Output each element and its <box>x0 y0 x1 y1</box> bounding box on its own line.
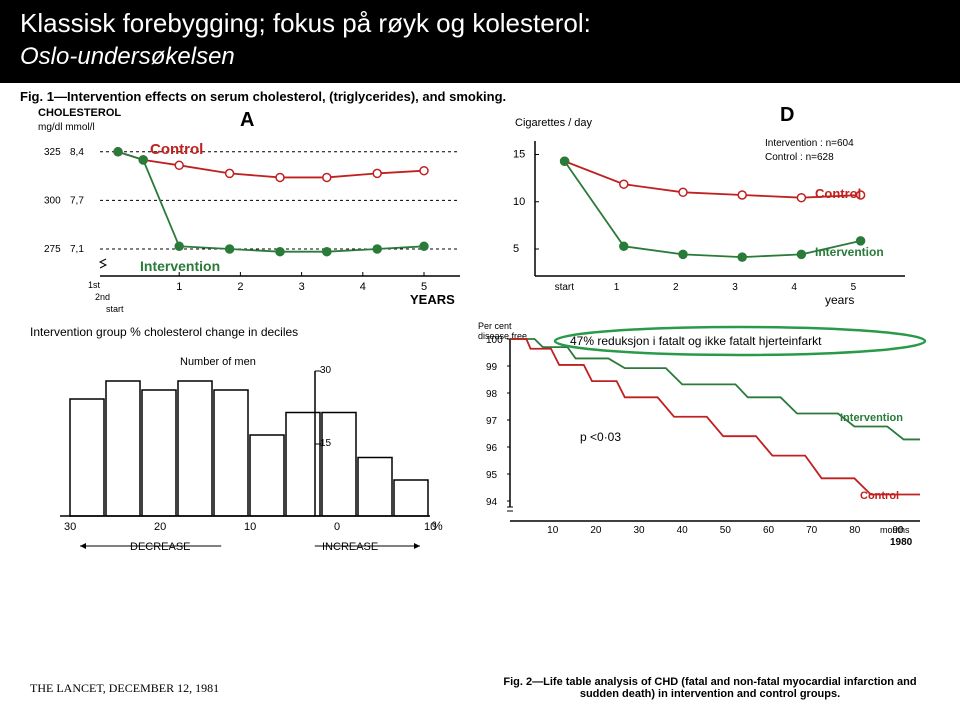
svg-text:47% reduksjon i fatalt og ikke: 47% reduksjon i fatalt og ikke fatalt hj… <box>570 334 822 348</box>
svg-text:1980: 1980 <box>890 537 913 548</box>
svg-text:mg/dl mmol/l: mg/dl mmol/l <box>38 122 95 133</box>
svg-text:DECREASE: DECREASE <box>130 541 191 553</box>
svg-text:10: 10 <box>547 525 559 536</box>
svg-text:years: years <box>825 293 854 307</box>
svg-text:20: 20 <box>590 525 602 536</box>
svg-text:1: 1 <box>176 281 182 293</box>
svg-text:Intervention: Intervention <box>815 245 884 259</box>
svg-text:A: A <box>240 109 254 131</box>
svg-text:7,7: 7,7 <box>70 195 84 206</box>
svg-text:YEARS: YEARS <box>410 292 455 307</box>
svg-text:Number of men: Number of men <box>180 356 256 368</box>
svg-text:Per cent: Per cent <box>478 321 512 331</box>
svg-text:300: 300 <box>44 195 61 206</box>
svg-text:Control: Control <box>815 186 861 201</box>
svg-text:Control: Control <box>150 141 203 158</box>
svg-text:Cigarettes / day: Cigarettes / day <box>515 117 593 129</box>
svg-text:0: 0 <box>334 521 340 533</box>
svg-text:Control : n=628: Control : n=628 <box>765 152 834 163</box>
footer-source: THE LANCET, DECEMBER 12, 1981 <box>30 681 219 696</box>
svg-text:Control: Control <box>860 490 899 502</box>
svg-text:30: 30 <box>320 365 332 376</box>
svg-text:Intervention: Intervention <box>840 412 903 424</box>
svg-text:2: 2 <box>237 281 243 293</box>
svg-text:months: months <box>880 525 910 535</box>
panel-a: CHOLESTEROL mg/dl mmol/l A 325 8,4 300 7,7 275 7… <box>30 106 475 321</box>
svg-text:5: 5 <box>513 243 519 255</box>
svg-text:50: 50 <box>720 525 732 536</box>
svg-text:70: 70 <box>806 525 818 536</box>
svg-text:60: 60 <box>763 525 775 536</box>
svg-text:30: 30 <box>64 521 76 533</box>
fig1-caption: Fig. 1—Intervention effects on serum cho… <box>0 83 960 106</box>
svg-text:CHOLESTEROL: CHOLESTEROL <box>38 107 121 119</box>
svg-text:Intervention: Intervention <box>140 258 220 274</box>
svg-text:2: 2 <box>673 282 679 293</box>
svg-text:96: 96 <box>486 443 498 454</box>
slide-subtitle: Oslo-undersøkelsen <box>0 43 960 83</box>
svg-text:2nd: 2nd <box>95 292 110 302</box>
svg-text:5: 5 <box>851 282 857 293</box>
svg-text:8,4: 8,4 <box>70 147 84 158</box>
svg-text:4: 4 <box>791 282 797 293</box>
fig2-caption: Fig. 2—Life table analysis of CHD (fatal… <box>490 676 930 700</box>
svg-text:30: 30 <box>633 525 645 536</box>
svg-text:325: 325 <box>44 147 61 158</box>
svg-text:INCREASE: INCREASE <box>322 541 378 553</box>
svg-text:98: 98 <box>486 389 498 400</box>
svg-text:start: start <box>106 304 124 314</box>
svg-text:10: 10 <box>244 521 256 533</box>
svg-text:275: 275 <box>44 244 61 255</box>
svg-text:97: 97 <box>486 416 498 427</box>
svg-text:95: 95 <box>486 470 498 481</box>
svg-text:1: 1 <box>614 282 620 293</box>
svg-text:4: 4 <box>360 281 366 293</box>
svg-text:80: 80 <box>849 525 861 536</box>
svg-text:3: 3 <box>732 282 738 293</box>
svg-text:40: 40 <box>677 525 689 536</box>
svg-text:15: 15 <box>513 149 525 161</box>
svg-text:3: 3 <box>299 281 305 293</box>
svg-text:p <0·03: p <0·03 <box>580 430 621 444</box>
svg-text:1st: 1st <box>88 280 101 290</box>
slide-title: Klassisk forebygging; fokus på røyk og k… <box>0 0 960 43</box>
svg-text:10: 10 <box>513 196 525 208</box>
svg-text:20: 20 <box>154 521 166 533</box>
panel-d: Cigarettes / day D Intervention : n=604 Con… <box>485 106 930 321</box>
svg-text:start: start <box>555 282 575 293</box>
histogram-panel: Intervention group % cholesterol change … <box>30 321 450 571</box>
svg-text:Intervention : n=604: Intervention : n=604 <box>765 138 854 149</box>
svg-text:%: % <box>432 519 443 533</box>
histogram-title: Intervention group % cholesterol change … <box>30 321 450 341</box>
svg-text:100: 100 <box>486 335 503 346</box>
survival-panel: Per centdisease free10099989796959410203… <box>460 321 940 571</box>
svg-text:99: 99 <box>486 362 498 373</box>
svg-text:7,1: 7,1 <box>70 244 84 255</box>
svg-text:94: 94 <box>486 497 498 508</box>
svg-text:D: D <box>780 106 794 126</box>
